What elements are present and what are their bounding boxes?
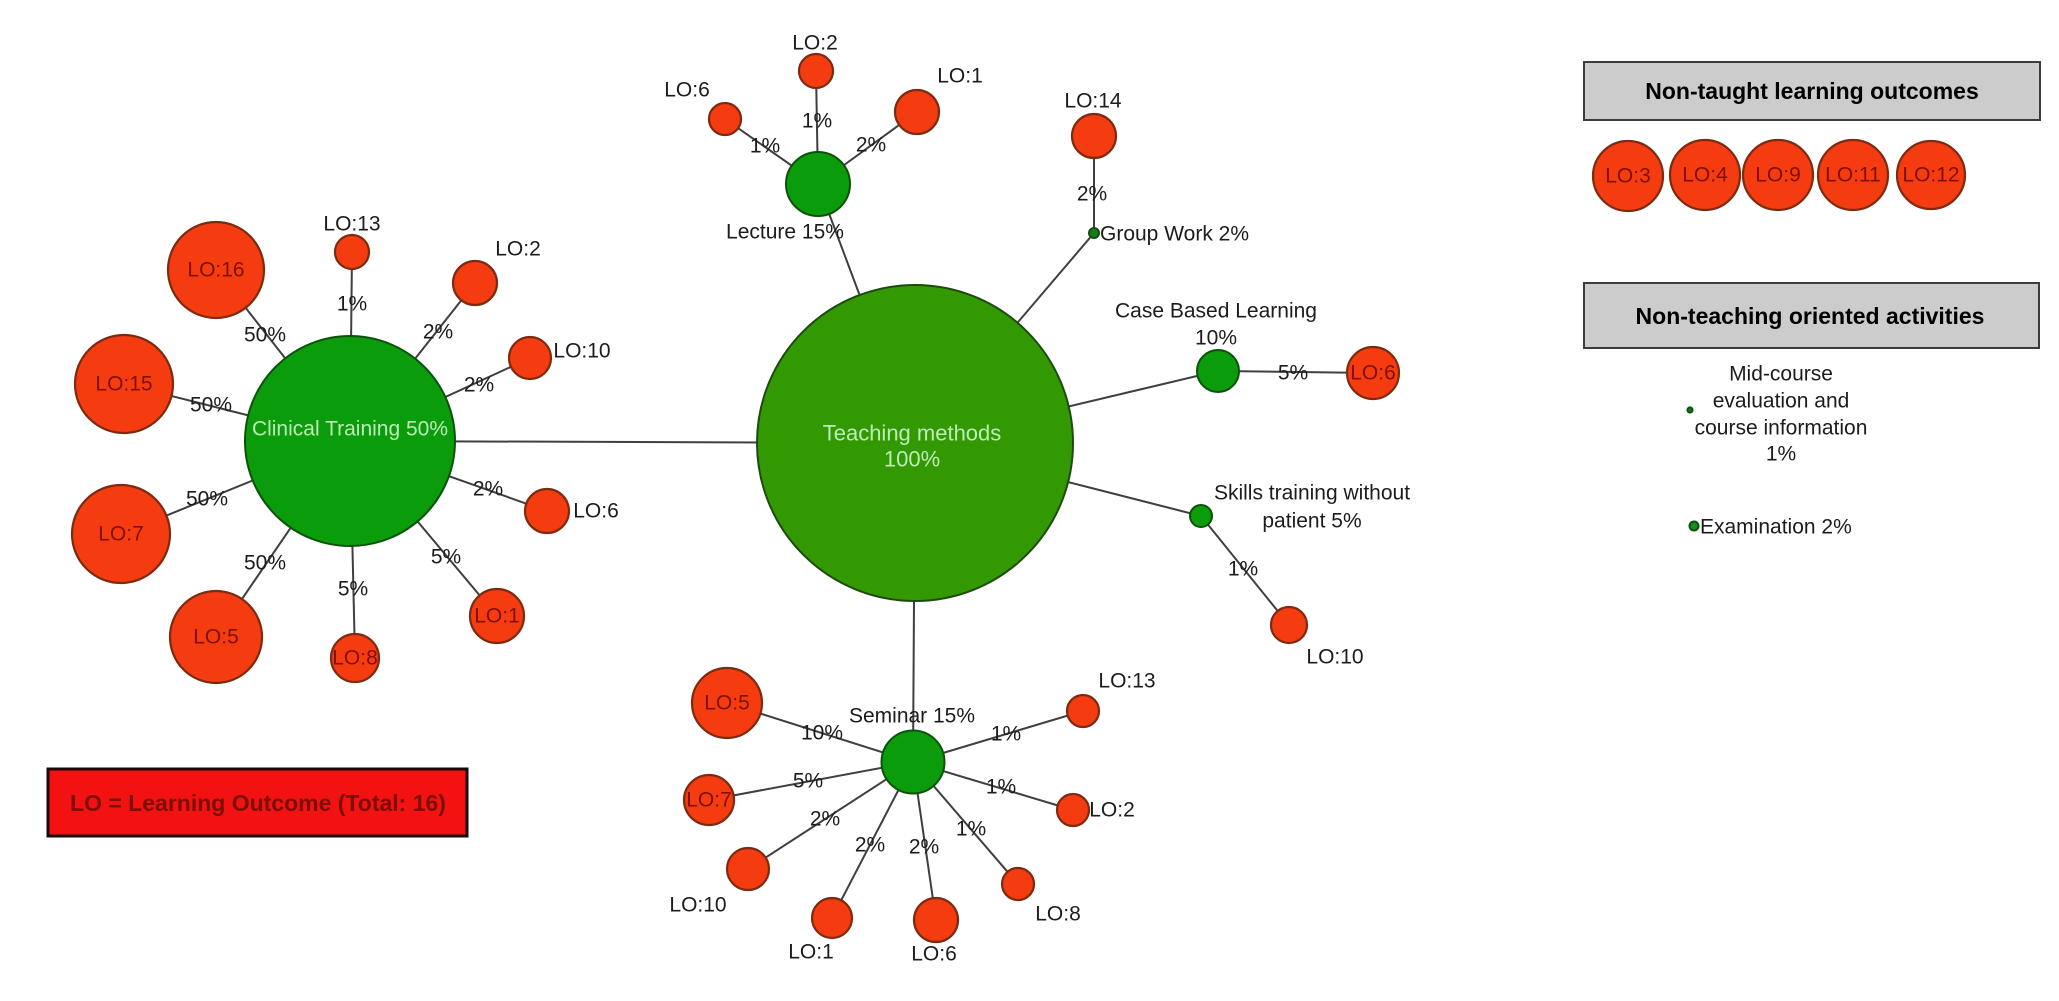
svg-text:evaluation and: evaluation and	[1713, 390, 1850, 413]
svg-text:LO:2: LO:2	[792, 32, 838, 55]
svg-text:LO:9: LO:9	[1755, 164, 1801, 187]
svg-text:LO:13: LO:13	[1098, 670, 1155, 693]
svg-text:Case Based Learning: Case Based Learning	[1115, 300, 1317, 323]
svg-text:Lecture 15%: Lecture 15%	[726, 221, 844, 244]
svg-text:1%: 1%	[1228, 558, 1258, 581]
svg-text:LO:1: LO:1	[788, 941, 834, 964]
svg-text:10%: 10%	[1195, 327, 1237, 350]
svg-text:2%: 2%	[1077, 183, 1107, 206]
svg-text:5%: 5%	[1278, 362, 1308, 385]
svg-text:2%: 2%	[856, 134, 886, 157]
svg-text:LO:8: LO:8	[332, 647, 378, 670]
svg-text:LO:16: LO:16	[187, 259, 244, 282]
svg-text:1%: 1%	[337, 293, 367, 316]
svg-text:5%: 5%	[338, 578, 368, 601]
svg-text:Seminar 15%: Seminar 15%	[849, 705, 975, 728]
svg-text:LO:7: LO:7	[98, 523, 144, 546]
svg-text:LO:7: LO:7	[686, 789, 732, 812]
svg-text:1%: 1%	[1766, 443, 1796, 466]
svg-text:LO:11: LO:11	[1825, 164, 1881, 187]
svg-text:2%: 2%	[855, 834, 885, 857]
svg-text:Non-taught learning outcomes: Non-taught learning outcomes	[1645, 78, 1979, 104]
svg-text:LO:14: LO:14	[1064, 90, 1122, 113]
svg-text:LO:1: LO:1	[937, 65, 983, 88]
svg-text:2%: 2%	[810, 808, 840, 831]
svg-text:10%: 10%	[801, 722, 843, 745]
svg-text:LO:13: LO:13	[323, 213, 380, 236]
svg-text:patient 5%: patient 5%	[1262, 510, 1361, 533]
svg-text:LO:2: LO:2	[1089, 799, 1135, 822]
svg-text:LO:3: LO:3	[1605, 165, 1651, 188]
svg-text:LO:1: LO:1	[474, 605, 520, 628]
svg-text:2%: 2%	[909, 836, 939, 859]
svg-text:LO = Learning Outcome (Total:: LO = Learning Outcome (Total: 16)	[70, 790, 446, 816]
svg-text:Clinical Training 50%: Clinical Training 50%	[252, 418, 448, 441]
svg-text:Skills training without: Skills training without	[1214, 482, 1410, 505]
svg-text:1%: 1%	[986, 776, 1016, 799]
svg-text:2%: 2%	[464, 374, 494, 397]
svg-text:LO:6: LO:6	[911, 943, 957, 966]
svg-text:50%: 50%	[244, 552, 286, 575]
svg-text:50%: 50%	[190, 394, 232, 417]
svg-text:100%: 100%	[884, 447, 940, 472]
svg-text:1%: 1%	[750, 135, 780, 158]
svg-text:Mid-course: Mid-course	[1729, 363, 1833, 386]
svg-text:LO:10: LO:10	[1306, 646, 1363, 669]
svg-text:LO:10: LO:10	[669, 894, 726, 917]
svg-text:1%: 1%	[991, 723, 1021, 746]
svg-text:50%: 50%	[244, 324, 286, 347]
svg-text:LO:6: LO:6	[573, 500, 619, 523]
svg-text:LO:5: LO:5	[193, 626, 239, 649]
svg-text:LO:6: LO:6	[664, 79, 710, 102]
svg-text:LO:12: LO:12	[1902, 164, 1959, 187]
svg-text:Non-teaching oriented activiti: Non-teaching oriented activities	[1636, 303, 1985, 329]
svg-text:2%: 2%	[473, 478, 503, 501]
svg-text:LO:10: LO:10	[553, 340, 610, 363]
svg-text:Teaching methods: Teaching methods	[823, 421, 1002, 446]
svg-text:LO:15: LO:15	[95, 373, 152, 396]
svg-text:50%: 50%	[186, 488, 228, 511]
svg-text:LO:6: LO:6	[1350, 362, 1396, 385]
svg-text:LO:2: LO:2	[495, 238, 541, 261]
svg-text:2%: 2%	[423, 321, 453, 344]
svg-text:Examination 2%: Examination 2%	[1700, 516, 1852, 539]
svg-text:1%: 1%	[802, 110, 832, 133]
svg-text:LO:5: LO:5	[704, 692, 750, 715]
svg-text:5%: 5%	[793, 770, 823, 793]
svg-text:course information: course information	[1695, 417, 1868, 440]
svg-text:5%: 5%	[431, 546, 461, 569]
svg-text:1%: 1%	[956, 818, 986, 841]
svg-text:Group Work 2%: Group Work 2%	[1100, 223, 1249, 246]
svg-text:LO:4: LO:4	[1682, 164, 1728, 187]
svg-text:LO:8: LO:8	[1035, 903, 1081, 926]
